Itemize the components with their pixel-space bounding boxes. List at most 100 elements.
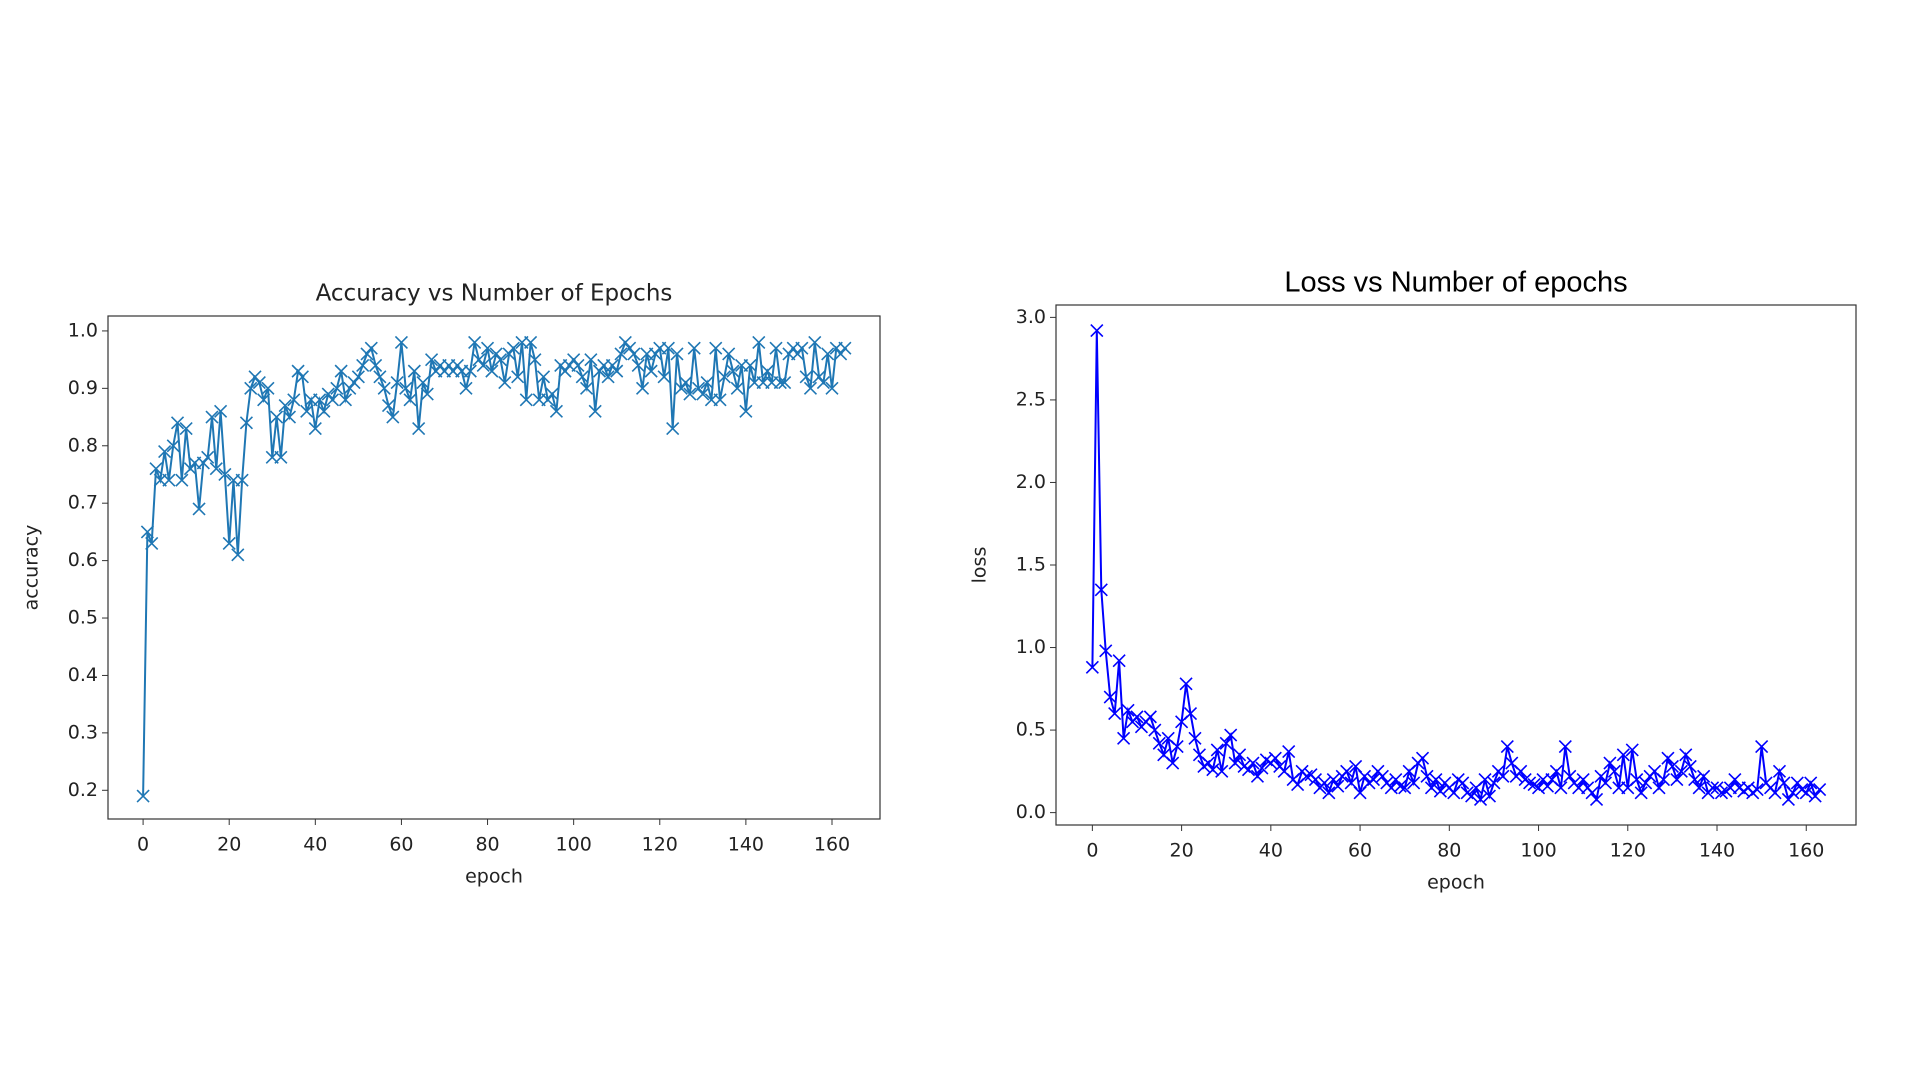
- data-marker: [209, 462, 223, 476]
- data-marker: [1219, 736, 1233, 750]
- data-marker: [416, 376, 430, 390]
- data-marker: [351, 370, 365, 384]
- data-marker: [549, 404, 563, 418]
- data-marker: [1598, 776, 1613, 790]
- data-marker: [1808, 789, 1822, 803]
- data-marker: [1661, 751, 1675, 765]
- data-marker: [1366, 773, 1381, 787]
- data-marker: [644, 364, 658, 378]
- x-tick-label: 80: [1437, 840, 1461, 862]
- data-marker: [394, 335, 408, 349]
- data-marker: [1585, 786, 1599, 800]
- data-marker: [1407, 776, 1421, 790]
- data-marker: [1308, 773, 1323, 787]
- data-marker: [592, 364, 607, 378]
- data-marker: [192, 502, 206, 516]
- y-tick-label: 2.0: [1016, 471, 1046, 493]
- data-marker: [377, 381, 391, 395]
- data-marker: [1670, 773, 1684, 787]
- data-marker: [760, 364, 774, 378]
- data-marker: [635, 381, 650, 395]
- plot-area: [107, 315, 881, 820]
- data-marker: [1523, 776, 1537, 790]
- data-marker: [1357, 769, 1372, 783]
- y-tick-label: 0.5: [1016, 719, 1046, 741]
- data-marker: [1714, 786, 1729, 800]
- data-marker: [1554, 781, 1568, 795]
- data-marker: [325, 393, 340, 407]
- data-marker: [390, 376, 404, 390]
- data-marker: [235, 473, 249, 487]
- data-marker: [618, 335, 632, 349]
- data-marker: [558, 364, 572, 378]
- data-marker: [1804, 776, 1818, 790]
- data-marker: [524, 335, 538, 349]
- x-tick-label: 160: [814, 834, 850, 856]
- data-marker: [1639, 776, 1653, 790]
- data-marker: [1085, 660, 1099, 674]
- data-marker: [1224, 728, 1238, 742]
- x-tick-label: 120: [642, 834, 678, 856]
- chart-title: Loss vs Number of epochs: [1284, 267, 1627, 299]
- data-marker: [162, 473, 176, 487]
- data-line: [1091, 330, 1821, 803]
- data-marker: [605, 358, 619, 372]
- data-marker: [773, 376, 787, 390]
- data-marker: [790, 347, 805, 361]
- y-tick-label: 0.8: [68, 434, 98, 456]
- data-marker: [670, 347, 684, 361]
- data-marker: [1340, 764, 1354, 778]
- data-marker: [1210, 743, 1224, 757]
- data-marker: [601, 370, 615, 384]
- data-marker: [1215, 764, 1229, 778]
- data-marker: [1674, 764, 1688, 778]
- y-tick-label: 0.3: [68, 721, 98, 743]
- data-marker: [1420, 769, 1434, 783]
- data-marker: [834, 347, 848, 361]
- data-marker: [1250, 769, 1265, 783]
- data-marker: [627, 347, 641, 361]
- x-tick-label: 160: [1788, 840, 1824, 862]
- data-marker: [1094, 583, 1108, 597]
- data-marker: [506, 341, 520, 355]
- data-marker: [1630, 773, 1644, 787]
- data-marker: [485, 364, 499, 378]
- data-marker: [1103, 690, 1117, 704]
- data-marker: [1121, 703, 1135, 717]
- x-tick-label: 100: [556, 834, 592, 856]
- data-marker: [425, 353, 439, 367]
- data-marker: [480, 341, 495, 355]
- y-axis-label: loss: [969, 547, 991, 584]
- y-tick-label: 0.5: [68, 607, 98, 629]
- data-marker: [730, 381, 744, 395]
- data-marker: [1166, 756, 1180, 770]
- data-marker: [1228, 756, 1242, 770]
- data-marker: [1540, 779, 1555, 793]
- data-marker: [407, 364, 421, 378]
- data-marker: [1322, 786, 1336, 800]
- data-marker: [369, 358, 383, 372]
- data-marker: [709, 341, 723, 355]
- data-marker: [1465, 789, 1479, 803]
- data-marker: [666, 421, 680, 436]
- data-marker: [1576, 773, 1590, 787]
- data-marker: [214, 404, 228, 418]
- data-marker: [360, 347, 374, 361]
- x-tick-label: 120: [1610, 840, 1646, 862]
- data-marker: [1786, 786, 1800, 800]
- data-marker: [498, 376, 512, 390]
- data-marker: [205, 410, 219, 424]
- chart-title: Accuracy vs Number of Epochs: [316, 281, 673, 307]
- data-marker: [1697, 769, 1711, 783]
- data-marker: [769, 341, 783, 355]
- data-marker: [528, 353, 542, 367]
- data-marker: [687, 341, 701, 355]
- data-marker: [278, 399, 292, 413]
- data-marker: [1179, 677, 1193, 691]
- data-marker: [816, 376, 830, 390]
- data-marker: [717, 370, 731, 384]
- y-tick-label: 1.0: [1016, 636, 1046, 658]
- data-marker: [1152, 736, 1166, 750]
- data-marker: [179, 421, 193, 436]
